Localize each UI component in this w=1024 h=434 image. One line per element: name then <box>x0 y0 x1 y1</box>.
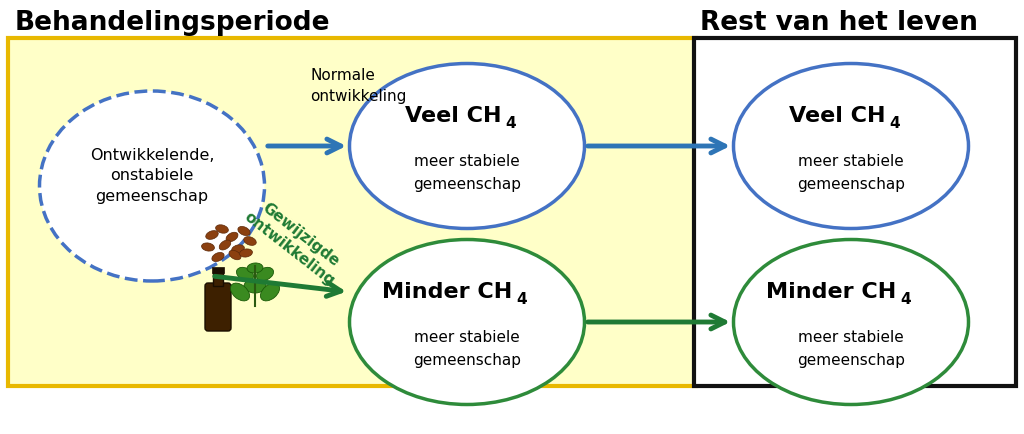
Text: 4: 4 <box>506 116 516 132</box>
Text: meer stabiele: meer stabiele <box>798 329 904 345</box>
FancyBboxPatch shape <box>8 38 696 386</box>
Text: gemeenschap: gemeenschap <box>797 177 905 191</box>
Text: meer stabiele: meer stabiele <box>414 154 520 168</box>
Ellipse shape <box>247 263 263 273</box>
Ellipse shape <box>212 253 224 262</box>
Ellipse shape <box>216 225 228 233</box>
Ellipse shape <box>230 283 250 301</box>
Text: gemeenschap: gemeenschap <box>413 177 521 191</box>
Text: Minder CH: Minder CH <box>382 282 512 302</box>
Ellipse shape <box>260 283 280 301</box>
Ellipse shape <box>231 245 245 253</box>
FancyBboxPatch shape <box>694 38 1016 386</box>
Text: 4: 4 <box>890 116 900 132</box>
Text: Gewijzigde
ontwikkeling: Gewijzigde ontwikkeling <box>242 195 349 289</box>
Ellipse shape <box>240 249 253 257</box>
Text: gemeenschap: gemeenschap <box>413 352 521 368</box>
Ellipse shape <box>219 240 230 250</box>
FancyBboxPatch shape <box>205 283 231 331</box>
Ellipse shape <box>733 63 969 228</box>
Text: Behandelingsperiode: Behandelingsperiode <box>15 10 331 36</box>
Ellipse shape <box>40 91 264 281</box>
Ellipse shape <box>733 240 969 404</box>
Text: gemeenschap: gemeenschap <box>797 352 905 368</box>
Ellipse shape <box>226 232 238 242</box>
Ellipse shape <box>238 227 250 236</box>
Text: Veel CH: Veel CH <box>788 106 886 126</box>
Text: Ontwikkelende,
onstabiele
gemeenschap: Ontwikkelende, onstabiele gemeenschap <box>90 148 214 204</box>
FancyBboxPatch shape <box>213 272 223 286</box>
Text: Veel CH: Veel CH <box>404 106 502 126</box>
Text: 4: 4 <box>901 293 911 308</box>
Ellipse shape <box>244 279 266 293</box>
Ellipse shape <box>349 63 585 228</box>
Ellipse shape <box>229 250 241 260</box>
Text: 4: 4 <box>517 293 527 308</box>
Text: Rest van het leven: Rest van het leven <box>700 10 978 36</box>
Ellipse shape <box>244 237 256 245</box>
FancyBboxPatch shape <box>212 267 224 273</box>
Text: meer stabiele: meer stabiele <box>798 154 904 168</box>
Ellipse shape <box>237 267 254 281</box>
Ellipse shape <box>256 267 273 281</box>
Text: ontwikkeling: ontwikkeling <box>310 89 407 103</box>
Ellipse shape <box>206 230 218 240</box>
Text: Normale: Normale <box>310 69 375 83</box>
Text: Minder CH: Minder CH <box>766 282 896 302</box>
Ellipse shape <box>349 240 585 404</box>
Ellipse shape <box>202 243 214 251</box>
Text: meer stabiele: meer stabiele <box>414 329 520 345</box>
